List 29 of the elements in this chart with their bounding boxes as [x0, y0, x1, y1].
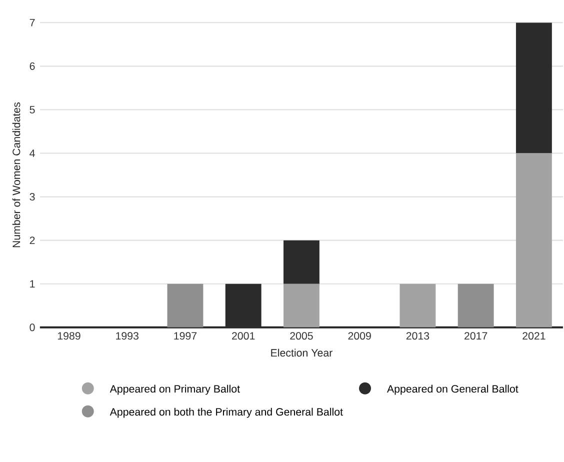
y-tick-label: 3 — [30, 193, 35, 201]
x-tick-label: 2013 — [406, 332, 430, 340]
bar — [516, 153, 552, 328]
x-axis-title: Election Year — [271, 348, 332, 357]
legend-label: Appeared on both the Primary and General Ballot — [110, 408, 343, 418]
bar — [284, 284, 320, 328]
y-tick-label: 5 — [30, 106, 35, 114]
bar — [284, 240, 320, 284]
y-tick-label: 4 — [30, 150, 35, 157]
x-tick-label: 2021 — [522, 332, 546, 340]
legend-label: Appeared on General Ballot — [386, 384, 518, 395]
y-axis-title: Number of Women Candidates — [12, 102, 20, 248]
x-tick-label: 1997 — [174, 332, 197, 340]
x-tick-label: 2009 — [348, 332, 371, 340]
x-tick-label: 1993 — [116, 332, 138, 340]
x-tick-label: 2005 — [290, 332, 313, 340]
x-tick-label: 2017 — [464, 332, 488, 340]
x-tick-label: 2001 — [232, 332, 255, 340]
bar — [458, 284, 494, 328]
bar — [516, 22, 552, 154]
y-tick-label: 1 — [30, 280, 35, 288]
y-tick-label: 0 — [30, 324, 35, 332]
legend-label: Appeared on Primary Ballot — [110, 384, 240, 395]
y-tick-label: 7 — [30, 19, 35, 26]
y-tick-label: 2 — [30, 236, 35, 244]
bar — [400, 284, 436, 328]
y-tick-label: 6 — [30, 62, 35, 70]
x-tick-label: 1989 — [58, 332, 80, 340]
bar — [167, 284, 204, 328]
